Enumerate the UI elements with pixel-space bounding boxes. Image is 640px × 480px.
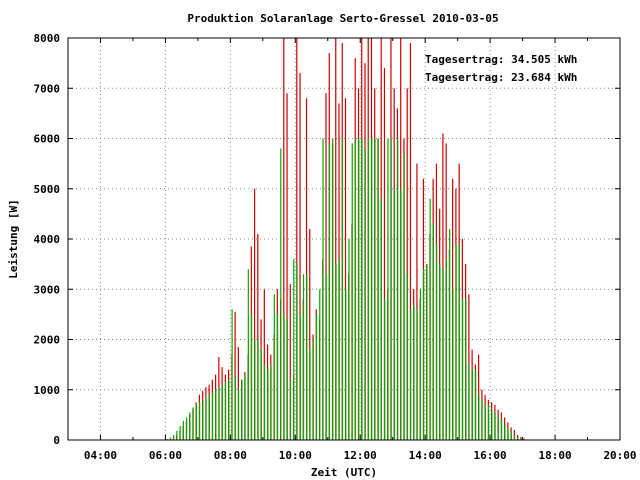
series-b-bars <box>166 138 525 440</box>
y-tick-label: 2000 <box>34 334 61 347</box>
x-tick-label: 08:00 <box>214 449 247 462</box>
x-axis-ticks: 04:00 06:00 08:00 10:00 12:00 14:00 16:00 18:00… <box>67 38 637 462</box>
grid <box>68 37 621 441</box>
legend-entry-b: Tagesertrag: 23.684 kWh <box>425 71 577 84</box>
x-axis-label: Zeit (UTC) <box>311 466 377 479</box>
y-tick-label: 1000 <box>34 384 61 397</box>
x-tick-label: 14:00 <box>409 449 442 462</box>
y-axis-ticks: 0 1000 2000 3000 4000 5000 6000 7000 8000 <box>34 32 620 447</box>
y-tick-label: 3000 <box>34 283 61 296</box>
x-tick-label: 10:00 <box>279 449 312 462</box>
y-tick-label: 5000 <box>34 183 61 196</box>
y-axis-label: Leistung [W] <box>7 199 20 278</box>
x-tick-label: 12:00 <box>344 449 377 462</box>
y-tick-label: 4000 <box>34 233 61 246</box>
legend-entry-a: Tagesertrag: 34.505 kWh <box>425 53 577 66</box>
y-tick-label: 6000 <box>34 133 61 146</box>
y-tick-label: 0 <box>53 434 60 447</box>
x-tick-label: 04:00 <box>84 449 117 462</box>
x-tick-label: 20:00 <box>603 449 636 462</box>
y-tick-label: 8000 <box>34 32 61 45</box>
chart-title: Produktion Solaranlage Serto-Gressel 201… <box>187 12 498 25</box>
x-tick-label: 16:00 <box>474 449 507 462</box>
x-tick-label: 06:00 <box>149 449 182 462</box>
y-tick-label: 7000 <box>34 82 61 95</box>
x-tick-label: 18:00 <box>538 449 571 462</box>
